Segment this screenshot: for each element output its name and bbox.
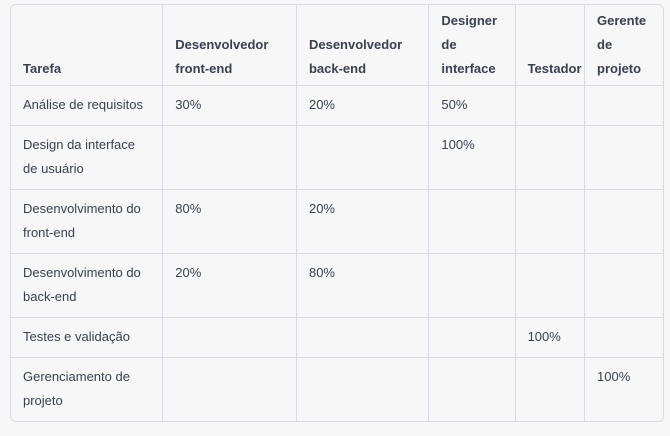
cell-task: Design da interface de usuário	[11, 125, 164, 190]
cell-frontend	[162, 317, 297, 358]
cell-manager	[584, 85, 663, 126]
header-project-manager: Gerente de projeto	[584, 5, 663, 86]
cell-frontend: 80%	[162, 189, 297, 254]
cell-backend: 20%	[296, 85, 430, 126]
table-row: Design da interface de usuário 100%	[11, 125, 663, 190]
cell-designer	[428, 189, 516, 254]
cell-backend: 20%	[296, 189, 430, 254]
cell-tester	[515, 85, 586, 126]
cell-task: Desenvolvimento do front-end	[11, 189, 164, 254]
cell-task: Gerenciamento de projeto	[11, 357, 164, 421]
cell-frontend: 20%	[162, 253, 297, 318]
allocation-table-container: Tarefa Desenvolvedor front-end Desenvolv…	[10, 4, 664, 422]
header-task: Tarefa	[11, 5, 164, 86]
cell-manager	[584, 125, 663, 190]
allocation-table: Tarefa Desenvolvedor front-end Desenvolv…	[11, 5, 663, 421]
cell-backend: 80%	[296, 253, 430, 318]
table-row: Testes e validação 100%	[11, 317, 663, 358]
cell-designer: 100%	[428, 125, 516, 190]
cell-tester	[515, 125, 586, 190]
cell-tester	[515, 357, 586, 421]
cell-backend	[296, 357, 430, 421]
table-header-row: Tarefa Desenvolvedor front-end Desenvolv…	[11, 5, 663, 86]
cell-designer	[428, 317, 516, 358]
cell-designer: 50%	[428, 85, 516, 126]
cell-frontend	[162, 125, 297, 190]
cell-designer	[428, 357, 516, 421]
table-row: Desenvolvimento do back-end 20% 80%	[11, 253, 663, 318]
table-row: Desenvolvimento do front-end 80% 20%	[11, 189, 663, 254]
cell-manager	[584, 253, 663, 318]
table-row: Análise de requisitos 30% 20% 50%	[11, 85, 663, 126]
cell-task: Testes e validação	[11, 317, 164, 358]
cell-backend	[296, 317, 430, 358]
header-interface-designer: Designer de interface	[428, 5, 516, 86]
header-frontend-dev: Desenvolvedor front-end	[162, 5, 297, 86]
cell-backend	[296, 125, 430, 190]
cell-frontend	[162, 357, 297, 421]
header-backend-dev: Desenvolvedor back-end	[296, 5, 430, 86]
cell-manager	[584, 189, 663, 254]
cell-tester	[515, 189, 586, 254]
cell-designer	[428, 253, 516, 318]
cell-tester	[515, 253, 586, 318]
cell-task: Análise de requisitos	[11, 85, 164, 126]
cell-tester: 100%	[515, 317, 586, 358]
table-row: Gerenciamento de projeto 100%	[11, 357, 663, 421]
cell-manager: 100%	[597, 369, 631, 384]
cell-task: Desenvolvimento do back-end	[11, 253, 164, 318]
cell-manager	[584, 317, 663, 358]
header-tester: Testador	[515, 5, 586, 86]
cell-frontend: 30%	[162, 85, 297, 126]
